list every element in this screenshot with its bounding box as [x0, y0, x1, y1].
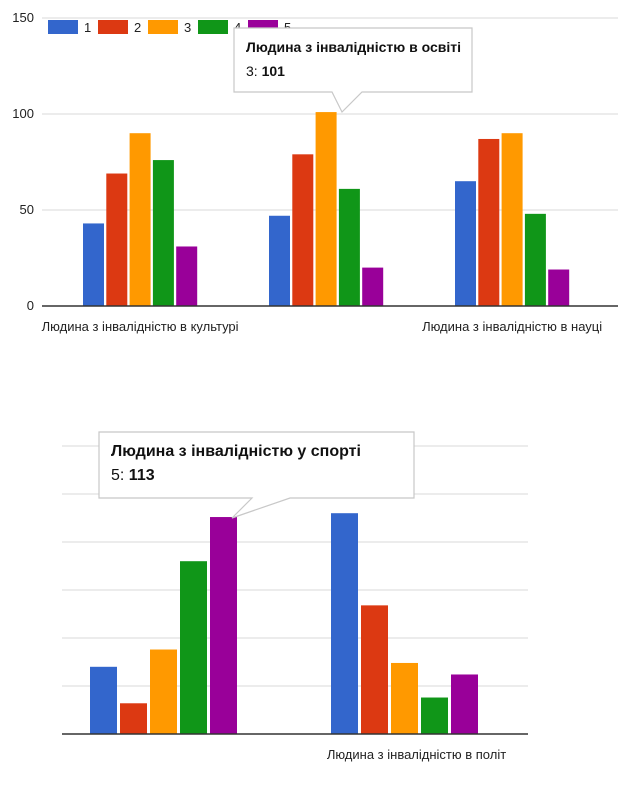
bar-series-5-cat-1 [210, 517, 237, 734]
bar-series-3-cat-2 [391, 662, 418, 734]
bar-series-5-cat-2 [451, 674, 478, 734]
tooltip: Людина з інвалідністю в освіті 3: 101 [233, 27, 473, 114]
bar-series-5-cat-2 [362, 267, 384, 306]
bar-series-4-cat-3 [524, 213, 546, 306]
tooltip-separator: : [120, 467, 129, 484]
x-category-label: Людина з інвалідністю в культурі [42, 319, 239, 334]
bar-series-2-cat-2 [361, 605, 388, 734]
y-tick-label: 150 [12, 10, 34, 25]
bar-series-4-cat-1 [180, 561, 207, 734]
x-category-label: Людина з інвалідністю в науці [422, 319, 602, 334]
bar-series-1-cat-2 [269, 215, 290, 306]
y-tick-label: 50 [20, 202, 34, 217]
tooltip-value: 101 [262, 63, 286, 79]
tooltip-title: Людина з інвалідністю у спорті [111, 443, 361, 460]
bar-series-1-cat-1 [90, 666, 117, 734]
tooltip-separator: : [254, 63, 262, 79]
bar-series-5-cat-3 [548, 269, 570, 306]
bar-series-4-cat-2 [421, 697, 448, 734]
bar-series-3-cat-1 [129, 133, 151, 306]
bar-series-4-cat-1 [152, 160, 174, 306]
bar-series-1-cat-1 [83, 223, 104, 306]
tooltip-value-line: 3: 101 [246, 63, 285, 79]
tooltip-value: 113 [129, 467, 155, 484]
tooltip-title: Людина з інвалідністю в освіті [246, 39, 461, 55]
legend-swatch-4 [198, 20, 228, 34]
y-tick-label: 100 [12, 106, 34, 121]
bar-series-4-cat-2 [338, 188, 360, 306]
bar-series-2-cat-3 [478, 138, 500, 306]
tooltip-series-label: 5 [111, 467, 120, 484]
bar-series-5-cat-1 [176, 246, 198, 306]
x-category-label: Людина з інвалідністю в політ [327, 747, 506, 762]
bar-series-3-cat-3 [501, 133, 523, 306]
tooltip-series-label: 3 [246, 63, 254, 79]
y-tick-label: 0 [27, 298, 34, 313]
tooltip: Людина з інвалідністю у спорті 5: 113 [98, 431, 415, 519]
tooltip-box [233, 27, 473, 114]
legend-swatch-1 [48, 20, 78, 34]
bar-series-1-cat-2 [331, 513, 358, 734]
chart-1: 0 50 100 150 Людина з інвалідністю в культур… [12, 10, 618, 334]
legend-label-1: 1 [84, 20, 91, 35]
tooltip-box [98, 431, 415, 519]
bar-series-2-cat-1 [106, 173, 128, 306]
legend-label-2: 2 [134, 20, 141, 35]
bar-series-2-cat-1 [120, 703, 147, 734]
bar-series-2-cat-2 [292, 154, 314, 306]
legend-swatch-2 [98, 20, 128, 34]
chart-2: Людина з інвалідністю в політ Людина з ін… [62, 431, 528, 762]
tooltip-value-line: 5: 113 [111, 467, 155, 484]
legend-label-3: 3 [184, 20, 191, 35]
bar-series-1-cat-3 [455, 181, 476, 306]
bar-series-3-cat-1 [150, 649, 177, 734]
legend-swatch-3 [148, 20, 178, 34]
bar-series-3-cat-2 [315, 112, 337, 306]
